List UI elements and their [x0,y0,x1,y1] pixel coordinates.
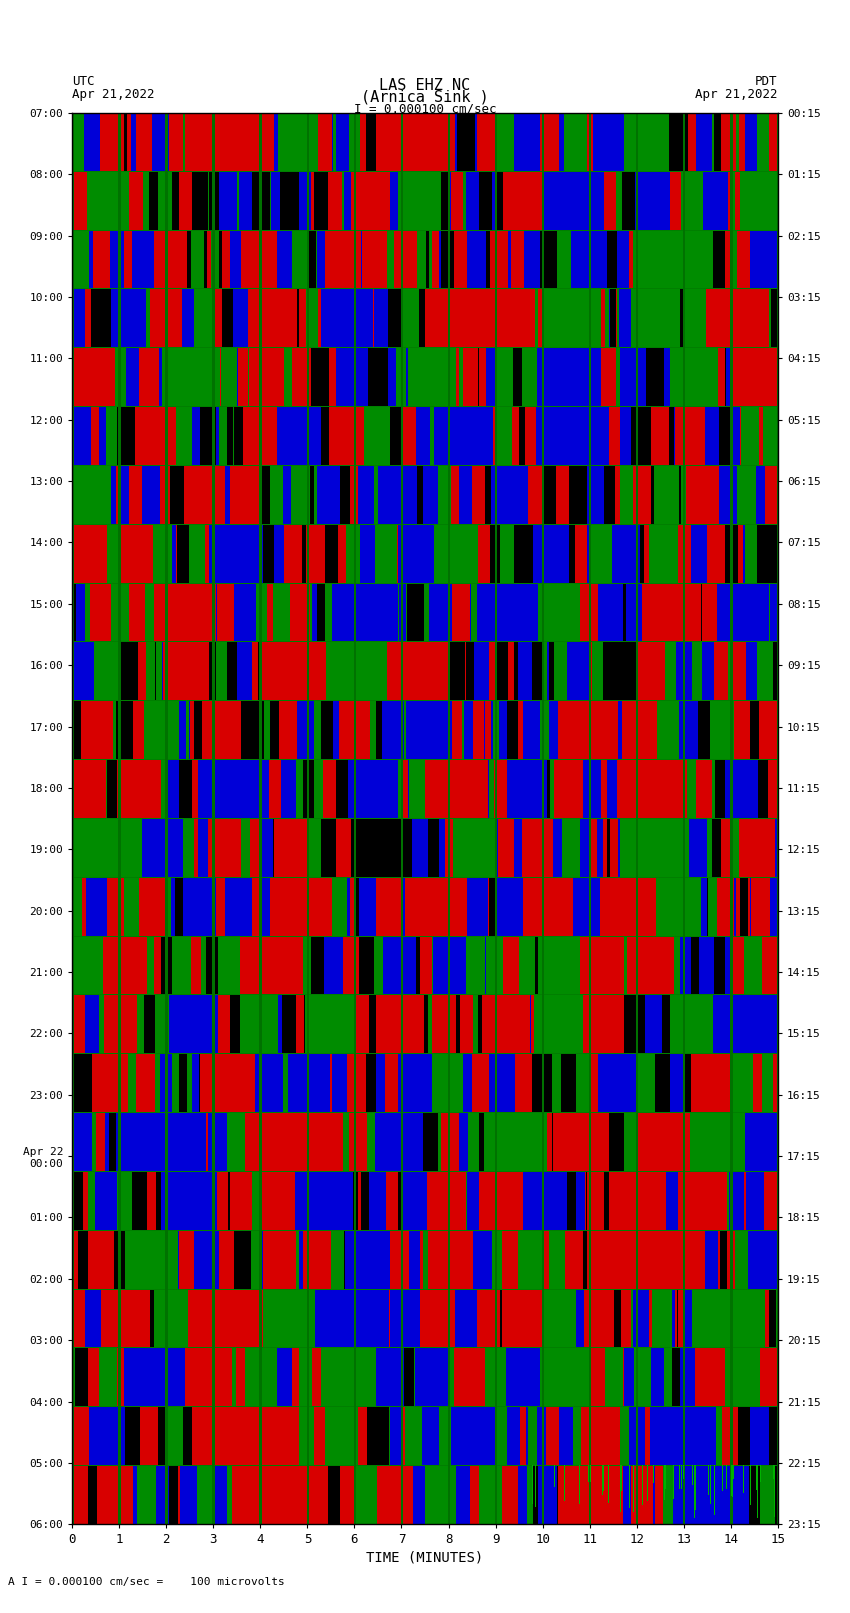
Text: I = 0.000100 cm/sec: I = 0.000100 cm/sec [354,102,496,116]
X-axis label: TIME (MINUTES): TIME (MINUTES) [366,1550,484,1565]
Text: LAS EHZ NC: LAS EHZ NC [379,77,471,92]
Text: Apr 21,2022: Apr 21,2022 [72,87,155,100]
Text: PDT: PDT [756,74,778,87]
Text: UTC: UTC [72,74,94,87]
Text: A I = 0.000100 cm/sec =    100 microvolts: A I = 0.000100 cm/sec = 100 microvolts [8,1578,286,1587]
Text: (Arnica Sink ): (Arnica Sink ) [361,89,489,105]
Text: Apr 21,2022: Apr 21,2022 [695,87,778,100]
